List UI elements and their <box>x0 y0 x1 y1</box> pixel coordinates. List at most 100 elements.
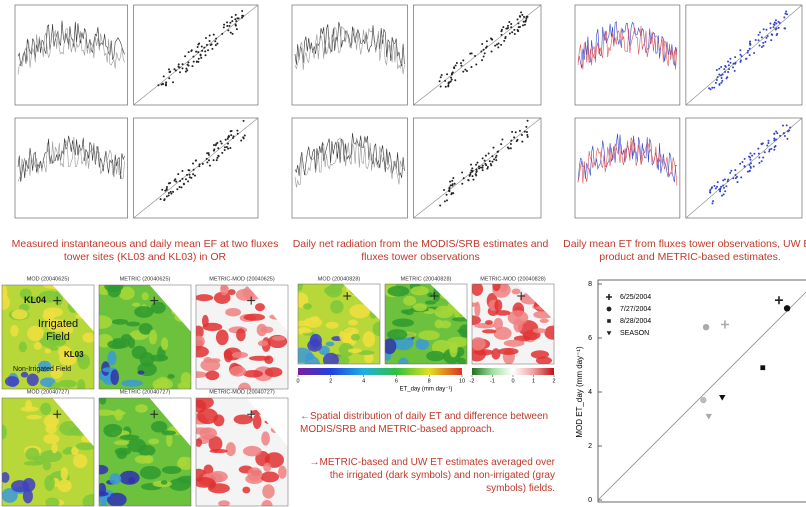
plot-dot <box>769 27 772 30</box>
map-patch <box>11 309 28 320</box>
colorbar-tick-label: -2 <box>470 378 475 384</box>
map-patch <box>357 350 375 356</box>
map-patch <box>77 353 90 370</box>
plot-dot <box>220 142 223 145</box>
plot-dot <box>481 42 484 45</box>
map-patch <box>19 288 32 300</box>
plot-dot <box>228 24 231 27</box>
plot-dot <box>448 189 451 192</box>
map-patch <box>27 325 44 342</box>
plot-dot <box>745 57 748 60</box>
plot-dot <box>227 147 230 150</box>
map-outside <box>517 284 554 320</box>
plot-dot <box>235 28 238 31</box>
note: →METRIC-based and UW ET estimates averag… <box>309 457 555 494</box>
plot-dot <box>727 64 730 67</box>
plot-dot <box>525 125 528 128</box>
plot-dot <box>460 64 463 67</box>
map-patch <box>298 284 304 291</box>
map-patch <box>303 303 312 310</box>
map-patch <box>42 460 52 471</box>
plot-dot <box>167 192 170 195</box>
legend-marker <box>606 294 612 300</box>
plot-dot <box>472 178 475 181</box>
map-patch <box>343 327 359 336</box>
map-patch <box>44 475 55 492</box>
plot-dot <box>230 130 233 133</box>
plot-dot <box>469 171 472 174</box>
plot-dot <box>773 137 776 140</box>
map-title: METRIC (20040727) <box>120 389 171 395</box>
plot-dot <box>748 47 751 50</box>
plot-dot <box>184 70 187 73</box>
map-patch <box>60 467 69 481</box>
plot-dot <box>500 33 503 36</box>
plot-dot <box>766 144 769 147</box>
plot-dot <box>711 202 714 205</box>
plot-dot <box>198 42 201 45</box>
plot-dot <box>510 26 513 29</box>
plot-dot <box>523 23 526 26</box>
map-patch <box>33 342 42 350</box>
plot-dot <box>500 30 503 33</box>
map-patch <box>38 360 52 372</box>
marker-circle <box>700 396 707 404</box>
map-patch <box>125 321 141 327</box>
plot-dot <box>782 132 785 135</box>
plot-dot <box>232 135 235 138</box>
plot-dot <box>162 75 165 78</box>
map-patch <box>161 430 176 436</box>
plot-dot <box>167 194 170 197</box>
plot-dot <box>495 159 498 162</box>
marker-plus <box>774 296 783 305</box>
plot-dot <box>748 164 751 167</box>
plot-dot <box>749 165 752 168</box>
plot-dot <box>165 185 168 188</box>
plot-dot <box>709 191 712 194</box>
y-tick-label: 2 <box>588 443 592 450</box>
plot-trace <box>17 28 125 75</box>
plot-dot <box>475 168 478 171</box>
plot-dot <box>186 63 189 66</box>
plot-dot <box>525 17 528 20</box>
map-patch <box>347 348 363 354</box>
plot-dot <box>725 185 728 188</box>
map-patch <box>261 500 273 506</box>
map-border <box>195 284 289 390</box>
plot-dot <box>222 26 225 29</box>
map-patch <box>262 484 275 499</box>
map-patch <box>2 295 10 310</box>
plot-dot <box>234 24 237 27</box>
plot-dot <box>511 31 514 34</box>
map-patch <box>513 318 523 333</box>
plot-dot <box>729 57 732 60</box>
plot-dot <box>719 187 722 190</box>
map-patch <box>143 454 154 464</box>
plot-dot <box>483 52 486 55</box>
plot-dot <box>216 42 219 45</box>
plot-trace <box>17 136 125 182</box>
plot-dot <box>720 76 723 79</box>
plot-dot <box>234 13 237 16</box>
colorbar <box>298 368 462 375</box>
plot-dot <box>757 147 760 150</box>
plot-dot <box>749 40 752 43</box>
plot-dot <box>721 194 724 197</box>
map-patch <box>410 286 429 296</box>
map-patch <box>364 352 374 364</box>
plot-dot <box>208 34 211 37</box>
map-patch <box>177 382 191 389</box>
plot-dot <box>734 173 737 176</box>
map-patch <box>252 414 262 430</box>
plot-dot <box>172 81 175 84</box>
plot-dot <box>475 171 478 174</box>
plot-dot <box>513 136 516 139</box>
plot-dot <box>509 143 512 146</box>
plot-dot <box>198 165 201 168</box>
map-patch <box>493 326 512 340</box>
one-to-one <box>685 4 803 106</box>
plot-dot <box>197 57 200 60</box>
map-patch <box>472 337 486 351</box>
map-patch <box>473 349 494 356</box>
